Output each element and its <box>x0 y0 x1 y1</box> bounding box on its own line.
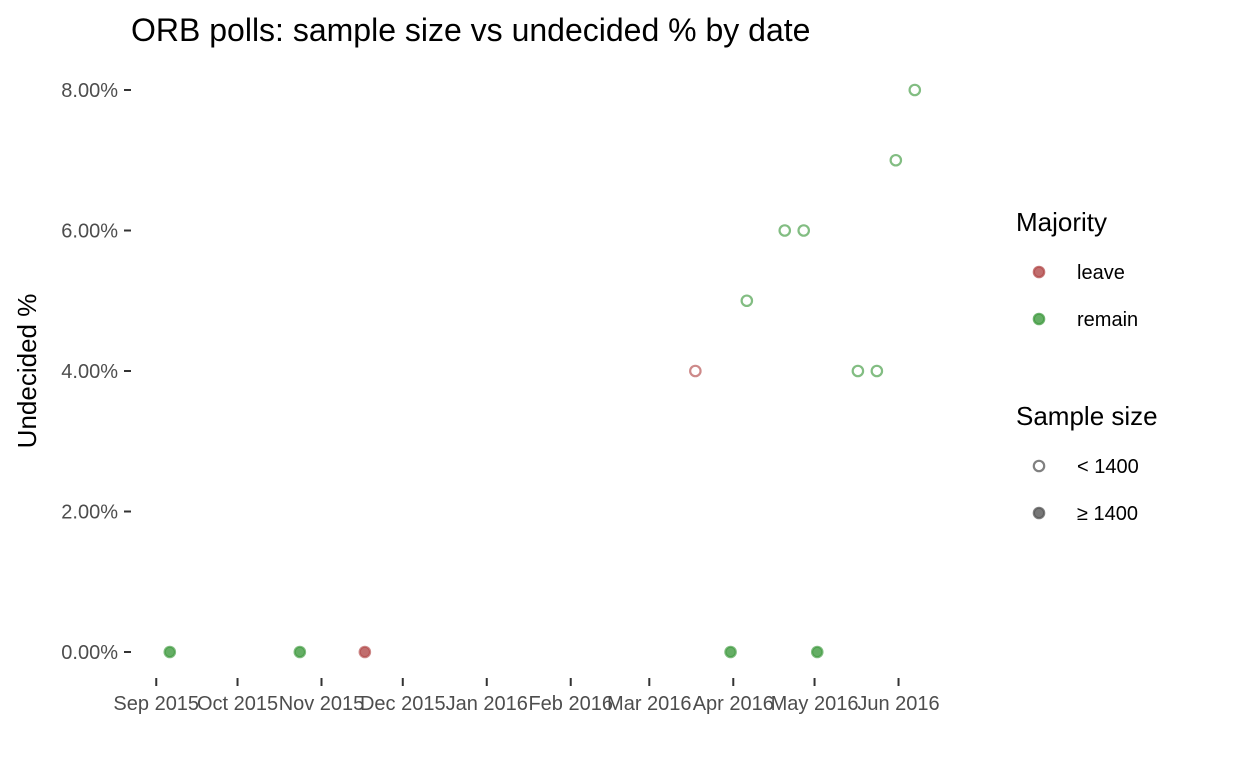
legend-key-leave <box>1032 265 1046 279</box>
data-point-leave <box>689 364 702 378</box>
x-tick-label: Jun 2016 <box>857 693 939 715</box>
data-point-remain <box>797 224 811 237</box>
y-tick-label: 6.00% <box>61 221 118 243</box>
chart-title: ORB polls: sample size vs undecided % by… <box>131 12 810 48</box>
data-point-remain <box>889 153 903 167</box>
y-tick-label: 2.00% <box>61 502 118 524</box>
data-point-remain <box>740 294 754 308</box>
legend-key-neutral <box>1032 459 1046 473</box>
legend-title: Sample size <box>1016 401 1158 431</box>
legend-key-neutral <box>1032 506 1046 520</box>
x-tick-label: Jan 2016 <box>446 693 528 715</box>
legend: Majority leave remain Sample size < 1400 ≥ 14… <box>1016 207 1158 525</box>
data-point-remain <box>851 364 865 378</box>
data-points <box>163 83 922 659</box>
data-point-remain <box>724 645 737 659</box>
x-tick-label: Mar 2016 <box>607 693 692 715</box>
y-axis-title: Undecided % <box>12 294 42 449</box>
y-tick-label: 4.00% <box>61 361 118 383</box>
x-tick-label: Apr 2016 <box>693 693 774 715</box>
x-tick-label: Nov 2015 <box>279 693 365 715</box>
data-point-remain <box>810 645 824 659</box>
data-point-remain <box>908 83 922 97</box>
x-tick-label: Feb 2016 <box>528 693 613 715</box>
data-point-remain <box>870 364 884 378</box>
legend-title: Majority <box>1016 207 1107 237</box>
legend-label: remain <box>1077 309 1138 331</box>
x-tick-label: May 2016 <box>771 693 859 715</box>
data-point-remain <box>163 645 177 659</box>
y-tick-label: 8.00% <box>61 80 118 102</box>
x-tick-label: Oct 2015 <box>197 693 278 715</box>
legend-label: ≥ 1400 <box>1077 503 1138 525</box>
data-point-leave <box>358 645 372 659</box>
legend-label: leave <box>1077 262 1125 284</box>
legend-label: < 1400 <box>1077 456 1139 478</box>
data-point-remain <box>293 645 307 659</box>
x-tick-label: Sep 2015 <box>113 693 199 715</box>
data-point-remain <box>778 224 792 237</box>
x-tick-label: Dec 2015 <box>360 693 446 715</box>
y-axis: 0.00% 2.00% 4.00% 6.00% 8.00% <box>61 80 131 664</box>
y-tick-label: 0.00% <box>61 642 118 664</box>
legend-key-remain <box>1032 312 1046 326</box>
